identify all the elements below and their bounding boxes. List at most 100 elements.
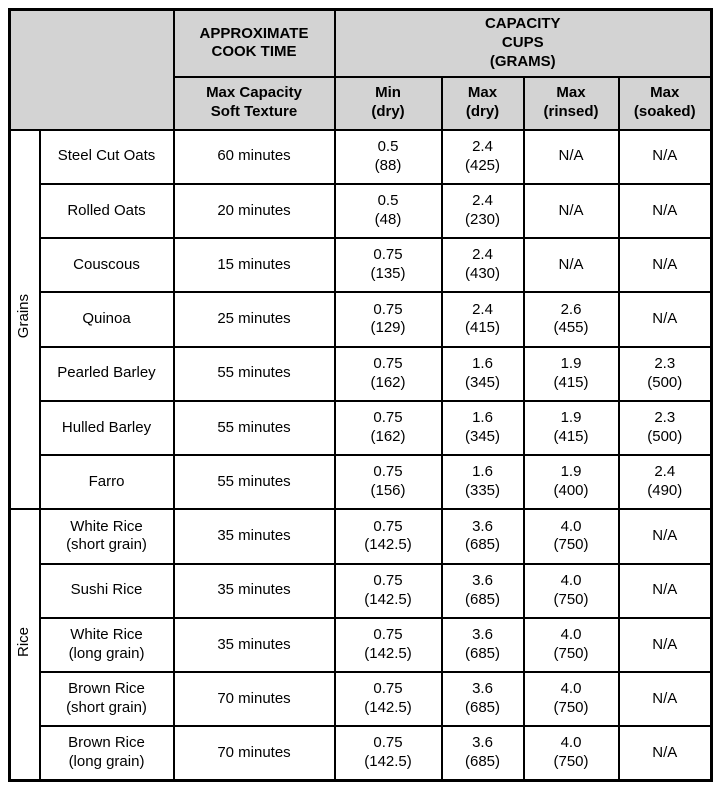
cell-max-dry: 3.6 (685): [440, 725, 525, 782]
cell-cook-time: 20 minutes: [172, 182, 336, 240]
cell-max-dry: 3.6 (685): [440, 508, 525, 565]
header-cook-time: APPROXIMATE COOK TIME: [172, 8, 336, 78]
cell-food-name: White Rice (short grain): [38, 508, 175, 565]
cell-cook-time: 55 minutes: [172, 399, 336, 457]
cell-food-name: Hulled Barley: [38, 399, 175, 457]
cell-max-dry: 1.6 (345): [440, 399, 525, 457]
cell-max-soaked: 2.4 (490): [617, 453, 713, 511]
cell-max-dry: 2.4 (425): [440, 128, 525, 185]
table-row-steel-cut-oats: Grains Steel Cut Oats 60 minutes 0.5 (88…: [8, 128, 713, 511]
cell-min-dry: 0.75 (142.5): [333, 725, 443, 782]
cell-max-rinsed: 4.0 (750): [522, 508, 620, 565]
cell-max-rinsed: 4.0 (750): [522, 562, 620, 619]
cell-max-dry: 2.4 (230): [440, 182, 525, 240]
cell-food-name: White Rice (long grain): [38, 616, 175, 674]
cell-max-dry: 2.4 (415): [440, 291, 525, 348]
cell-food-name: Steel Cut Oats: [38, 128, 175, 185]
cell-min-dry: 0.75 (162): [333, 345, 443, 402]
header-row-top: APPROXIMATE COOK TIME CAPACITY CUPS (GRA…: [8, 8, 713, 131]
table-row-white-rice-short: Rice White Rice (short grain) 35 minutes…: [8, 508, 713, 782]
cell-cook-time: 55 minutes: [172, 453, 336, 511]
cell-max-rinsed: 4.0 (750): [522, 670, 620, 728]
cell-max-rinsed: 1.9 (400): [522, 453, 620, 511]
table-row-brown-rice-long: Brown Rice (long grain) 70 minutes 0.75 …: [10, 725, 713, 782]
cell-food-name: Brown Rice (long grain): [38, 725, 175, 782]
header-row-sub: Max Capacity Soft Texture Min (dry) Max …: [10, 75, 713, 131]
cell-max-soaked: N/A: [617, 508, 713, 565]
cell-cook-time: 25 minutes: [172, 291, 336, 348]
table-row-rolled-oats: Rolled Oats 20 minutes 0.5 (48) 2.4 (230…: [10, 182, 713, 240]
cell-min-dry: 0.75 (142.5): [333, 616, 443, 674]
group-label-rice: Rice: [15, 626, 33, 657]
cell-max-soaked: 2.3 (500): [617, 399, 713, 457]
table-row-hulled-barley: Hulled Barley 55 minutes 0.75 (162) 1.6 …: [10, 399, 713, 457]
cell-max-soaked: N/A: [617, 725, 713, 782]
cell-max-soaked: 2.3 (500): [617, 345, 713, 402]
cell-food-name: Farro: [38, 453, 175, 511]
cell-max-rinsed: 1.9 (415): [522, 399, 620, 457]
cook-time-capacity-table: APPROXIMATE COOK TIME CAPACITY CUPS (GRA…: [8, 8, 713, 782]
cell-min-dry: 0.75 (142.5): [333, 508, 443, 565]
cell-food-name: Sushi Rice: [38, 562, 175, 619]
table-row-brown-rice-short: Brown Rice (short grain) 70 minutes 0.75…: [10, 670, 713, 728]
group-cell-rice: Rice: [8, 508, 41, 782]
header-capacity: CAPACITY CUPS (GRAMS): [333, 8, 713, 78]
cell-food-name: Pearled Barley: [38, 345, 175, 402]
header-max-capacity-soft-texture: Max Capacity Soft Texture: [172, 75, 336, 131]
cell-max-dry: 1.6 (335): [440, 453, 525, 511]
cell-min-dry: 0.75 (156): [333, 453, 443, 511]
cell-max-rinsed: N/A: [522, 182, 620, 240]
header-max-soaked: Max (soaked): [617, 75, 713, 131]
cell-max-soaked: N/A: [617, 616, 713, 674]
cell-max-rinsed: 4.0 (750): [522, 725, 620, 782]
cell-food-name: Quinoa: [38, 291, 175, 348]
cell-max-rinsed: 4.0 (750): [522, 616, 620, 674]
cell-food-name: Rolled Oats: [38, 182, 175, 240]
group-label-grains: Grains: [15, 294, 33, 339]
cell-cook-time: 35 minutes: [172, 562, 336, 619]
cell-max-dry: 1.6 (345): [440, 345, 525, 402]
cell-cook-time: 60 minutes: [172, 128, 336, 185]
cell-max-rinsed: N/A: [522, 128, 620, 185]
cell-max-rinsed: N/A: [522, 236, 620, 294]
table-row-pearled-barley: Pearled Barley 55 minutes 0.75 (162) 1.6…: [10, 345, 713, 402]
group-cell-grains: Grains: [8, 128, 41, 511]
cell-max-dry: 3.6 (685): [440, 616, 525, 674]
cell-min-dry: 0.75 (142.5): [333, 562, 443, 619]
cell-max-rinsed: 1.9 (415): [522, 345, 620, 402]
cell-cook-time: 15 minutes: [172, 236, 336, 294]
table-row-farro: Farro 55 minutes 0.75 (156) 1.6 (335) 1.…: [10, 453, 713, 511]
cell-min-dry: 0.75 (129): [333, 291, 443, 348]
header-max-rinsed: Max (rinsed): [522, 75, 620, 131]
cell-max-rinsed: 2.6 (455): [522, 291, 620, 348]
cell-max-soaked: N/A: [617, 236, 713, 294]
header-max-dry: Max (dry): [440, 75, 525, 131]
cell-min-dry: 0.5 (48): [333, 182, 443, 240]
header-corner-cell: [8, 8, 175, 131]
cell-min-dry: 0.75 (142.5): [333, 670, 443, 728]
header-min-dry: Min (dry): [333, 75, 443, 131]
cell-min-dry: 0.5 (88): [333, 128, 443, 185]
table-row-quinoa: Quinoa 25 minutes 0.75 (129) 2.4 (415) 2…: [10, 291, 713, 348]
cell-max-soaked: N/A: [617, 562, 713, 619]
cell-cook-time: 70 minutes: [172, 670, 336, 728]
cell-min-dry: 0.75 (135): [333, 236, 443, 294]
cell-max-dry: 3.6 (685): [440, 562, 525, 619]
cell-cook-time: 35 minutes: [172, 508, 336, 565]
table-row-white-rice-long: White Rice (long grain) 35 minutes 0.75 …: [10, 616, 713, 674]
cell-max-soaked: N/A: [617, 182, 713, 240]
cell-cook-time: 70 minutes: [172, 725, 336, 782]
cell-cook-time: 35 minutes: [172, 616, 336, 674]
cell-max-soaked: N/A: [617, 670, 713, 728]
cell-food-name: Brown Rice (short grain): [38, 670, 175, 728]
cell-cook-time: 55 minutes: [172, 345, 336, 402]
cell-max-dry: 2.4 (430): [440, 236, 525, 294]
table-row-couscous: Couscous 15 minutes 0.75 (135) 2.4 (430)…: [10, 236, 713, 294]
cell-min-dry: 0.75 (162): [333, 399, 443, 457]
cell-food-name: Couscous: [38, 236, 175, 294]
table-row-sushi-rice: Sushi Rice 35 minutes 0.75 (142.5) 3.6 (…: [10, 562, 713, 619]
cell-max-soaked: N/A: [617, 291, 713, 348]
cell-max-dry: 3.6 (685): [440, 670, 525, 728]
cell-max-soaked: N/A: [617, 128, 713, 185]
